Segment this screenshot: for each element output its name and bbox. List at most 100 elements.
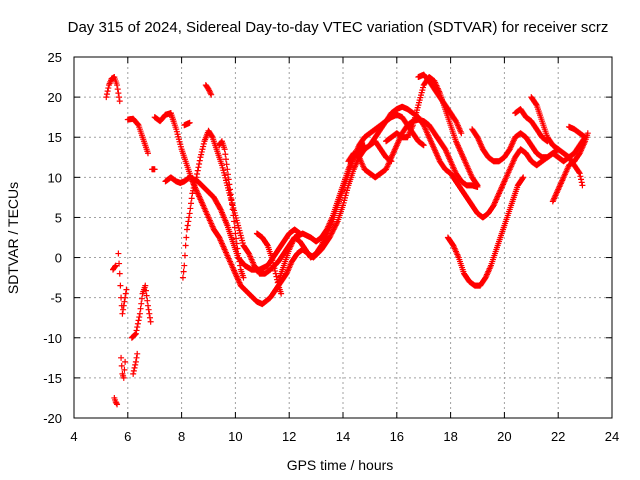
data-point xyxy=(131,332,138,339)
data-point xyxy=(121,366,128,373)
data-point xyxy=(274,279,281,286)
series-track-17 xyxy=(253,230,285,297)
data-point xyxy=(103,91,110,98)
series-track-01 xyxy=(103,74,123,105)
data-point xyxy=(115,90,122,97)
x-tick-label: 16 xyxy=(390,429,404,444)
data-point xyxy=(117,282,124,289)
data-point xyxy=(133,354,140,361)
data-point xyxy=(577,173,584,180)
data-point xyxy=(182,242,189,249)
data-point xyxy=(181,252,188,259)
y-axis-label: SDTVAR / TECUs xyxy=(5,182,21,294)
data-point xyxy=(151,166,158,173)
data-point xyxy=(188,195,195,202)
series-track-18 xyxy=(275,111,427,285)
data-point xyxy=(189,190,196,197)
x-tick-label: 8 xyxy=(178,429,185,444)
data-point xyxy=(227,186,234,193)
x-tick-label: 22 xyxy=(551,429,565,444)
data-point xyxy=(198,151,205,158)
data-point xyxy=(332,222,339,229)
data-point xyxy=(144,297,151,304)
data-point xyxy=(420,142,427,149)
data-points xyxy=(103,71,591,408)
data-point xyxy=(143,292,150,299)
data-point xyxy=(134,121,141,128)
data-point xyxy=(138,295,145,302)
data-point xyxy=(185,214,192,221)
data-point xyxy=(226,181,233,188)
data-point xyxy=(222,156,229,163)
series-track-09 xyxy=(149,166,158,173)
data-point xyxy=(181,262,188,269)
data-point xyxy=(183,226,190,233)
data-point xyxy=(198,148,205,155)
data-point xyxy=(233,240,240,247)
data-point xyxy=(270,259,277,266)
data-point xyxy=(268,254,275,261)
data-point xyxy=(208,133,215,140)
data-point xyxy=(146,314,153,321)
data-point xyxy=(361,142,368,149)
series-track-02 xyxy=(110,262,119,273)
data-point xyxy=(233,235,240,242)
data-point xyxy=(270,262,277,269)
data-point xyxy=(122,290,129,297)
data-point xyxy=(132,331,139,338)
data-point xyxy=(240,274,247,281)
y-tick-label: 20 xyxy=(48,90,62,105)
data-point xyxy=(269,257,276,264)
series-track-23 xyxy=(444,174,527,289)
data-point xyxy=(273,273,280,280)
data-point xyxy=(576,169,583,176)
series-track-04 xyxy=(115,250,130,317)
data-point xyxy=(519,175,526,182)
data-point xyxy=(555,146,562,153)
data-point xyxy=(225,171,232,178)
data-point xyxy=(197,154,204,161)
data-point xyxy=(222,151,229,158)
series-track-28 xyxy=(565,123,589,141)
series-track-05 xyxy=(118,354,129,381)
grid xyxy=(74,57,612,418)
data-point xyxy=(192,177,199,184)
data-point xyxy=(183,234,190,241)
data-point xyxy=(121,298,128,305)
data-point xyxy=(123,286,130,293)
data-point xyxy=(187,205,194,212)
data-point xyxy=(132,358,139,365)
data-point xyxy=(578,179,585,186)
data-point xyxy=(229,201,236,208)
data-point xyxy=(130,367,137,374)
data-point xyxy=(190,185,197,192)
data-point xyxy=(271,265,278,272)
data-point xyxy=(142,287,149,294)
data-point xyxy=(234,245,241,252)
data-point xyxy=(194,167,201,174)
data-point xyxy=(221,146,228,153)
data-point xyxy=(132,330,139,337)
x-tick-label: 10 xyxy=(228,429,242,444)
series-track-08 xyxy=(128,282,154,341)
data-point xyxy=(200,143,207,150)
series-track-22 xyxy=(415,71,465,137)
y-tick-label: -20 xyxy=(43,411,62,426)
axis-ticks: 4 6 8 10 12 14 16 18 20 22 24 -20 -15 -10 -5 0 5 10 15 20 25 xyxy=(43,50,619,444)
data-point xyxy=(235,250,242,257)
series-track-24 xyxy=(469,126,586,189)
data-point xyxy=(333,219,340,226)
data-point xyxy=(144,150,151,157)
data-point xyxy=(134,320,141,327)
data-point xyxy=(331,225,338,232)
series-track-26 xyxy=(528,94,562,153)
data-point xyxy=(134,350,141,357)
series-track-03 xyxy=(111,394,121,408)
data-point xyxy=(185,218,192,225)
x-axis-label: GPS time / hours xyxy=(287,457,394,473)
x-tick-label: 4 xyxy=(70,429,77,444)
data-point xyxy=(331,223,338,230)
data-point xyxy=(142,282,149,289)
series-track-16 xyxy=(216,138,247,281)
data-point xyxy=(188,200,195,207)
